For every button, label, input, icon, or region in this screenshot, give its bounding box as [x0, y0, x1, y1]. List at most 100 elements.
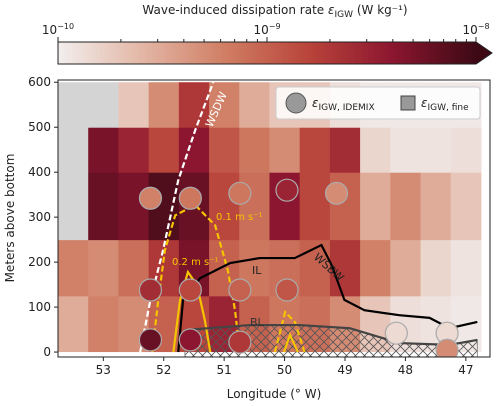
colorbar-swatch: [385, 42, 390, 64]
cell: [329, 127, 361, 173]
colorbar-swatch: [448, 42, 453, 64]
cell: [360, 172, 391, 241]
cell: [58, 127, 89, 173]
colorbar-swatch: [155, 42, 160, 64]
colorbar-swatch: [469, 42, 474, 64]
colorbar-swatch: [427, 42, 432, 64]
colorbar-swatch: [284, 42, 289, 64]
idemix-point: [228, 330, 252, 354]
idemix-point: [228, 181, 252, 205]
colorbar-label: Wave-induced dissipation rate εIGW (W kg…: [142, 3, 407, 20]
y-axis-label: Meters above bottom: [3, 154, 17, 283]
colorbar-swatch: [218, 42, 223, 64]
colorbar-swatch: [378, 42, 383, 64]
cell: [88, 295, 119, 353]
colorbar-swatch: [103, 42, 108, 64]
colorbar-swatch: [211, 42, 216, 64]
colorbar-swatch: [413, 42, 418, 64]
y-tick-label: 600: [28, 75, 51, 89]
y-tick-label: 100: [28, 300, 51, 314]
colorbar-swatch: [329, 42, 334, 64]
colorbar-swatch: [249, 42, 254, 64]
colorbar-swatch: [138, 42, 143, 64]
x-tick-label: 52: [156, 363, 171, 377]
x-tick-label: 51: [217, 363, 232, 377]
colorbar-swatch: [159, 42, 164, 64]
cell: [88, 172, 119, 241]
cell: [450, 172, 482, 241]
cell: [88, 82, 119, 128]
colorbar-swatch: [458, 42, 463, 64]
x-tick-label: 47: [458, 363, 473, 377]
cell: [239, 127, 270, 173]
x-tick-label: 53: [96, 363, 111, 377]
colorbar-swatch: [308, 42, 313, 64]
colorbar-swatch: [260, 42, 265, 64]
colorbar-swatch: [305, 42, 310, 64]
y-tick-label: 200: [28, 255, 51, 269]
colorbar-swatch: [319, 42, 324, 64]
cell: [360, 127, 391, 173]
colorbar-swatch: [71, 42, 77, 64]
colorbar-swatch: [124, 42, 129, 64]
idemix-point: [178, 278, 202, 302]
colorbar-swatch: [256, 42, 261, 64]
colorbar-swatch: [183, 42, 188, 64]
idemix-point: [384, 321, 408, 345]
cell: [148, 82, 180, 128]
cell: [239, 82, 270, 128]
colorbar-swatch: [399, 42, 404, 64]
colorbar-swatch: [242, 42, 247, 64]
y-tick-label: 300: [28, 210, 51, 224]
colorbar-swatch: [235, 42, 240, 64]
idemix-point: [178, 186, 202, 210]
overlay: [138, 81, 478, 357]
colorbar-swatch: [169, 42, 174, 64]
colorbar-swatch: [322, 42, 327, 64]
colorbar-swatch: [437, 42, 442, 64]
cell: [58, 295, 89, 353]
colorbar-swatch: [267, 42, 272, 64]
colorbar-swatch: [270, 42, 275, 64]
colorbar-swatch: [85, 42, 90, 64]
cell: [420, 127, 452, 173]
legend: εIGW, IDEMIX εIGW, fine: [275, 86, 481, 120]
cell: [148, 127, 180, 173]
colorbar-swatch: [420, 42, 425, 64]
idemix-point: [228, 278, 252, 302]
idemix-point: [435, 338, 459, 357]
colorbar-swatch: [228, 42, 233, 64]
colorbar-swatch: [190, 42, 195, 64]
idemix-point: [275, 178, 299, 202]
legend-box: [275, 86, 481, 120]
colorbar-swatch: [197, 42, 202, 64]
cell-extension: [148, 352, 180, 357]
colorbar-swatch: [291, 42, 296, 64]
colorbar-swatch: [455, 42, 460, 64]
contour-line: [139, 81, 215, 353]
cell: [58, 239, 89, 297]
colorbar-swatch: [392, 42, 397, 64]
colorbar-swatch: [371, 42, 376, 64]
contour-line: [172, 269, 299, 353]
contour-line: [177, 243, 478, 353]
cell: [390, 239, 422, 297]
colorbar-swatch: [441, 42, 446, 64]
cell-extension: [58, 352, 89, 357]
legend-label: εIGW, IDEMIX: [312, 96, 375, 113]
colorbar-tick-label: 10−10: [42, 22, 74, 37]
legend-marker: [400, 95, 416, 111]
colorbar-swatch: [462, 42, 467, 64]
colorbar-swatch: [162, 42, 167, 64]
colorbar-tick-label: 10−9: [253, 22, 280, 37]
colorbar-swatch: [58, 42, 63, 64]
y-tick-label: 500: [28, 120, 51, 134]
colorbar-swatch: [99, 42, 104, 64]
colorbar-swatch: [357, 42, 362, 64]
tick-base: 10: [253, 23, 268, 37]
cell: [58, 172, 89, 241]
colorbar-swatch: [315, 42, 320, 64]
colorbar-swatch: [444, 42, 449, 64]
colorbar-swatch: [117, 42, 122, 64]
